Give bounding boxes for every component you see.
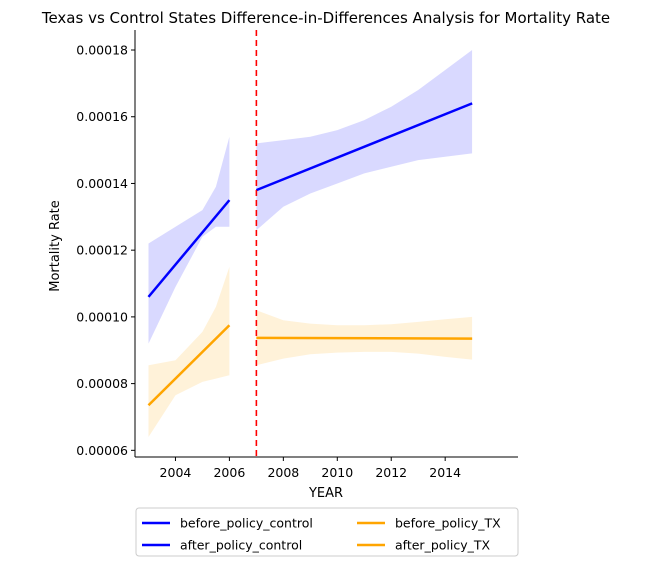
legend-label-before_policy_TX: before_policy_TX bbox=[395, 516, 501, 531]
band-after_policy_control bbox=[256, 50, 473, 231]
y-tick-label: 0.00014 bbox=[76, 176, 128, 191]
line-after_policy_control bbox=[255, 102, 473, 192]
legend-label-before_policy_control: before_policy_control bbox=[180, 516, 313, 531]
x-tick-label: 2004 bbox=[160, 465, 192, 480]
x-tick-label: 2014 bbox=[429, 465, 461, 480]
band-before_policy_TX bbox=[148, 266, 230, 437]
y-tick-label: 0.00018 bbox=[76, 43, 128, 58]
y-tick-label: 0.00010 bbox=[76, 309, 128, 324]
line-before_policy_control bbox=[147, 199, 231, 298]
legend-label-after_policy_control: after_policy_control bbox=[180, 538, 302, 553]
x-axis-label: YEAR bbox=[308, 486, 343, 501]
axes bbox=[134, 30, 518, 458]
series-lines bbox=[147, 102, 473, 407]
x-tick-label: 2008 bbox=[267, 465, 299, 480]
line-after_policy_TX bbox=[256, 336, 473, 340]
confidence-bands bbox=[148, 50, 473, 437]
chart-title: Texas vs Control States Difference-in-Di… bbox=[41, 9, 610, 27]
x-tick-label: 2006 bbox=[213, 465, 245, 480]
legend: before_policy_control after_policy_contro… bbox=[135, 507, 519, 557]
line-before_policy_TX bbox=[147, 324, 231, 407]
y-tick-label: 0.00016 bbox=[76, 109, 128, 124]
y-tick-label: 0.00008 bbox=[76, 376, 128, 391]
legend-frame bbox=[135, 507, 519, 557]
y-tick-label: 0.00006 bbox=[76, 443, 128, 458]
x-tick-label: 2012 bbox=[375, 465, 407, 480]
x-tick-label: 2010 bbox=[321, 465, 353, 480]
y-axis-ticks: 0.00006 0.00008 0.00010 0.00012 0.00014 0.000… bbox=[76, 43, 135, 458]
legend-label-after_policy_TX: after_policy_TX bbox=[395, 538, 491, 553]
x-axis-ticks: 2004 2006 2008 2010 2012 2014 bbox=[160, 457, 461, 480]
y-tick-label: 0.00012 bbox=[76, 243, 128, 258]
y-axis-label: Mortality Rate bbox=[48, 200, 63, 292]
band-before_policy_control bbox=[148, 136, 230, 344]
